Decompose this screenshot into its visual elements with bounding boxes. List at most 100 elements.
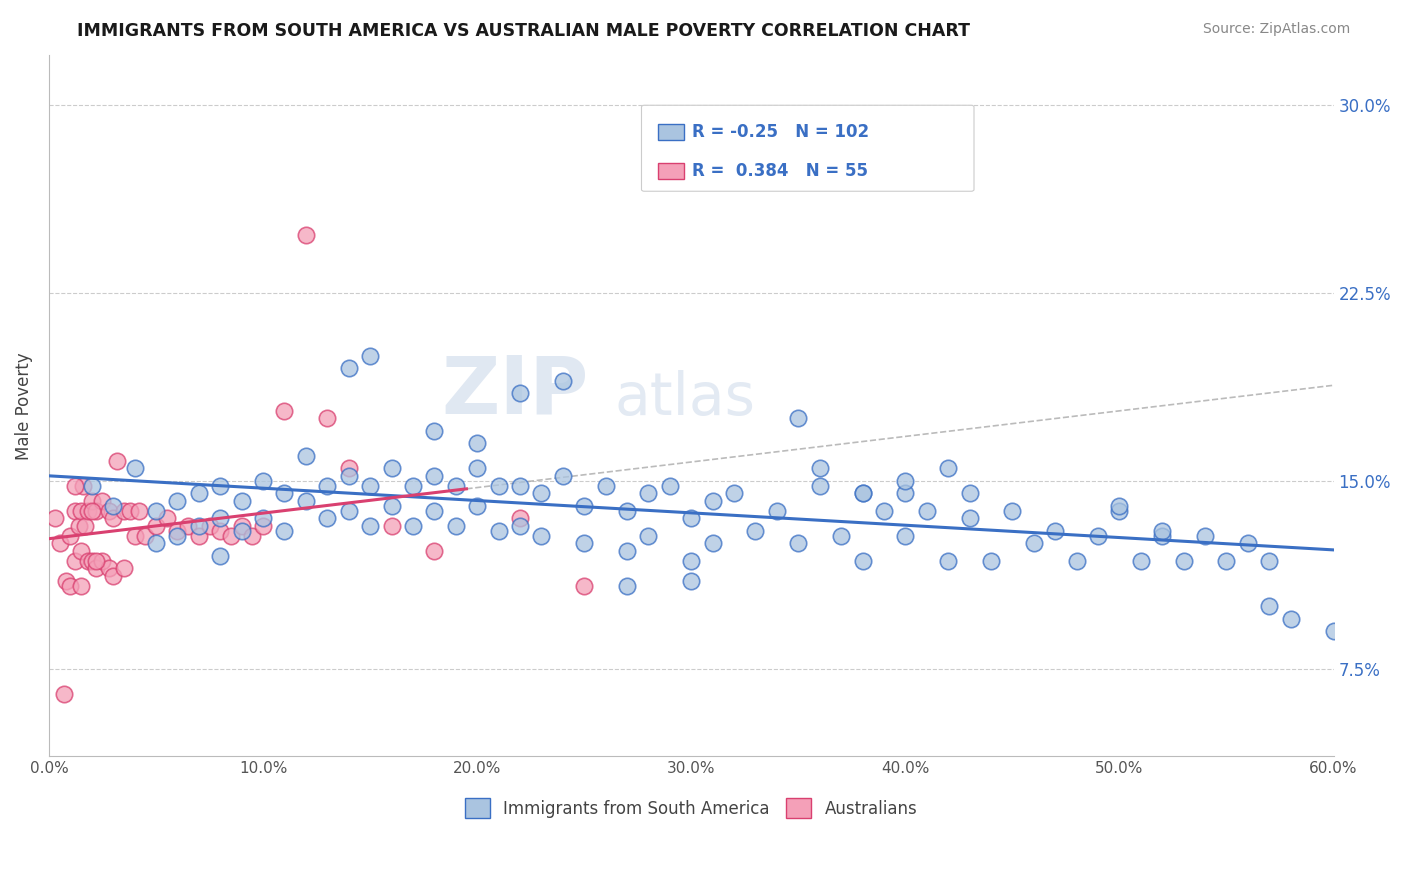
- Point: [851, 554, 873, 568]
- Point: [637, 529, 659, 543]
- Point: [295, 228, 318, 243]
- Point: [55, 574, 77, 588]
- Point: [219, 529, 242, 543]
- Point: [59, 579, 82, 593]
- Point: [1237, 536, 1260, 550]
- Point: [359, 349, 381, 363]
- Text: Source: ZipAtlas.com: Source: ZipAtlas.com: [1202, 22, 1350, 37]
- Point: [145, 536, 167, 550]
- Point: [166, 493, 188, 508]
- Point: [658, 479, 681, 493]
- Point: [894, 486, 917, 500]
- Point: [198, 519, 221, 533]
- Point: [316, 511, 339, 525]
- Point: [209, 479, 232, 493]
- Point: [112, 561, 135, 575]
- Point: [595, 479, 617, 493]
- Point: [1043, 524, 1066, 538]
- Point: [616, 504, 638, 518]
- Point: [97, 504, 120, 518]
- Point: [252, 511, 274, 525]
- Point: [423, 544, 446, 558]
- Point: [488, 479, 510, 493]
- Point: [851, 486, 873, 500]
- Point: [1022, 536, 1045, 550]
- Point: [80, 504, 103, 518]
- Point: [166, 524, 188, 538]
- Point: [75, 519, 97, 533]
- Point: [465, 461, 488, 475]
- Point: [1001, 504, 1024, 518]
- Point: [423, 424, 446, 438]
- Point: [145, 519, 167, 533]
- Point: [1194, 529, 1216, 543]
- Point: [873, 504, 896, 518]
- Point: [488, 524, 510, 538]
- Text: R =  0.384   N = 55: R = 0.384 N = 55: [692, 162, 868, 180]
- Text: IMMIGRANTS FROM SOUTH AMERICA VS AUSTRALIAN MALE POVERTY CORRELATION CHART: IMMIGRANTS FROM SOUTH AMERICA VS AUSTRAL…: [77, 22, 970, 40]
- Legend: Immigrants from South America, Australians: Immigrants from South America, Australia…: [458, 791, 924, 825]
- Point: [681, 574, 703, 588]
- Point: [1108, 504, 1130, 518]
- Point: [273, 403, 295, 417]
- Point: [128, 504, 150, 518]
- Point: [337, 461, 360, 475]
- Point: [273, 486, 295, 500]
- Point: [63, 479, 86, 493]
- Point: [48, 536, 70, 550]
- Point: [1087, 529, 1109, 543]
- Point: [187, 519, 209, 533]
- Point: [1258, 554, 1281, 568]
- Point: [1129, 554, 1152, 568]
- Point: [103, 499, 125, 513]
- Point: [551, 374, 574, 388]
- Point: [231, 493, 253, 508]
- Point: [744, 524, 766, 538]
- Point: [551, 468, 574, 483]
- Point: [702, 493, 724, 508]
- Point: [1279, 611, 1302, 625]
- Point: [402, 479, 425, 493]
- Point: [359, 479, 381, 493]
- Point: [295, 493, 318, 508]
- Point: [187, 486, 209, 500]
- Point: [231, 519, 253, 533]
- Point: [124, 461, 146, 475]
- Point: [103, 511, 125, 525]
- Point: [702, 536, 724, 550]
- Point: [1173, 554, 1195, 568]
- Point: [145, 504, 167, 518]
- Text: atlas: atlas: [614, 370, 755, 427]
- Point: [273, 524, 295, 538]
- Point: [316, 479, 339, 493]
- Point: [91, 554, 114, 568]
- Point: [959, 511, 981, 525]
- Point: [787, 536, 810, 550]
- Point: [63, 554, 86, 568]
- Point: [681, 554, 703, 568]
- Point: [103, 569, 125, 583]
- Point: [166, 529, 188, 543]
- Point: [1108, 499, 1130, 513]
- Point: [766, 504, 789, 518]
- Point: [423, 504, 446, 518]
- Point: [209, 549, 232, 563]
- Point: [530, 529, 553, 543]
- Point: [295, 449, 318, 463]
- Point: [380, 519, 402, 533]
- Y-axis label: Male Poverty: Male Poverty: [15, 351, 32, 459]
- Point: [1258, 599, 1281, 613]
- Point: [52, 687, 75, 701]
- Point: [509, 519, 531, 533]
- Point: [851, 486, 873, 500]
- Point: [359, 519, 381, 533]
- Point: [380, 461, 402, 475]
- Point: [830, 529, 852, 543]
- Point: [209, 511, 232, 525]
- Point: [337, 504, 360, 518]
- Point: [894, 474, 917, 488]
- Point: [252, 519, 274, 533]
- Point: [787, 411, 810, 425]
- Point: [187, 529, 209, 543]
- Point: [80, 493, 103, 508]
